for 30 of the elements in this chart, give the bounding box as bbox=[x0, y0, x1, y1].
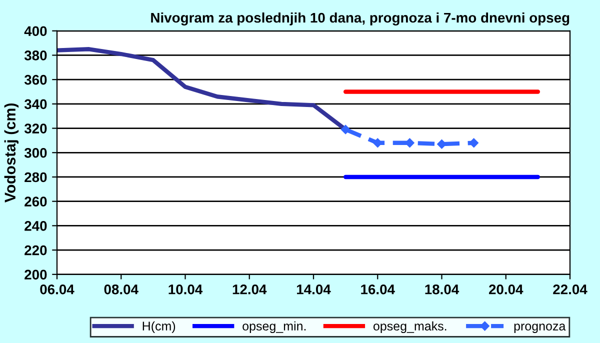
y-tick-label: 200 bbox=[24, 270, 47, 280]
y-tick-label: 260 bbox=[24, 196, 47, 207]
x-tick-label: 16.04 bbox=[361, 284, 395, 294]
point bbox=[469, 138, 478, 148]
y-tick-label: 220 bbox=[24, 245, 47, 256]
legend-label: opseg_maks. bbox=[373, 321, 446, 333]
x-tick-label: 18.04 bbox=[425, 284, 460, 294]
x-tick-label: 12.04 bbox=[232, 284, 267, 294]
y-tick-label: 300 bbox=[24, 148, 47, 158]
y-tick-label: 320 bbox=[24, 124, 47, 134]
x-tick-label: 08.04 bbox=[104, 284, 138, 294]
y-tick-label: 400 bbox=[24, 26, 47, 36]
legend-label: prognoza bbox=[514, 324, 566, 333]
chart-title: Nivogram za poslednjih 10 dana, prognoza i 7-mo dnevni opseg bbox=[151, 12, 570, 26]
x-tick-label: 10.04 bbox=[168, 284, 203, 294]
x-tick-label: 14.04 bbox=[297, 284, 331, 294]
x-tick-label: 22.04 bbox=[553, 284, 588, 294]
legend-label: H(cm) bbox=[142, 321, 176, 333]
x-tick-label: 06.04 bbox=[40, 284, 74, 294]
legend-label: opseg_min. bbox=[242, 321, 306, 333]
y-tick-label: 280 bbox=[24, 172, 47, 182]
y-tick-label: 340 bbox=[24, 99, 47, 110]
point bbox=[340, 124, 350, 134]
y-tick-label: 240 bbox=[24, 221, 47, 231]
y-tick-label: 380 bbox=[24, 50, 47, 60]
point bbox=[405, 138, 414, 148]
point bbox=[437, 139, 446, 149]
x-tick-label: 20.04 bbox=[488, 284, 524, 294]
y-tick-label: 360 bbox=[24, 74, 47, 85]
y-axis-title: Vodostaj (cm) bbox=[4, 103, 19, 202]
